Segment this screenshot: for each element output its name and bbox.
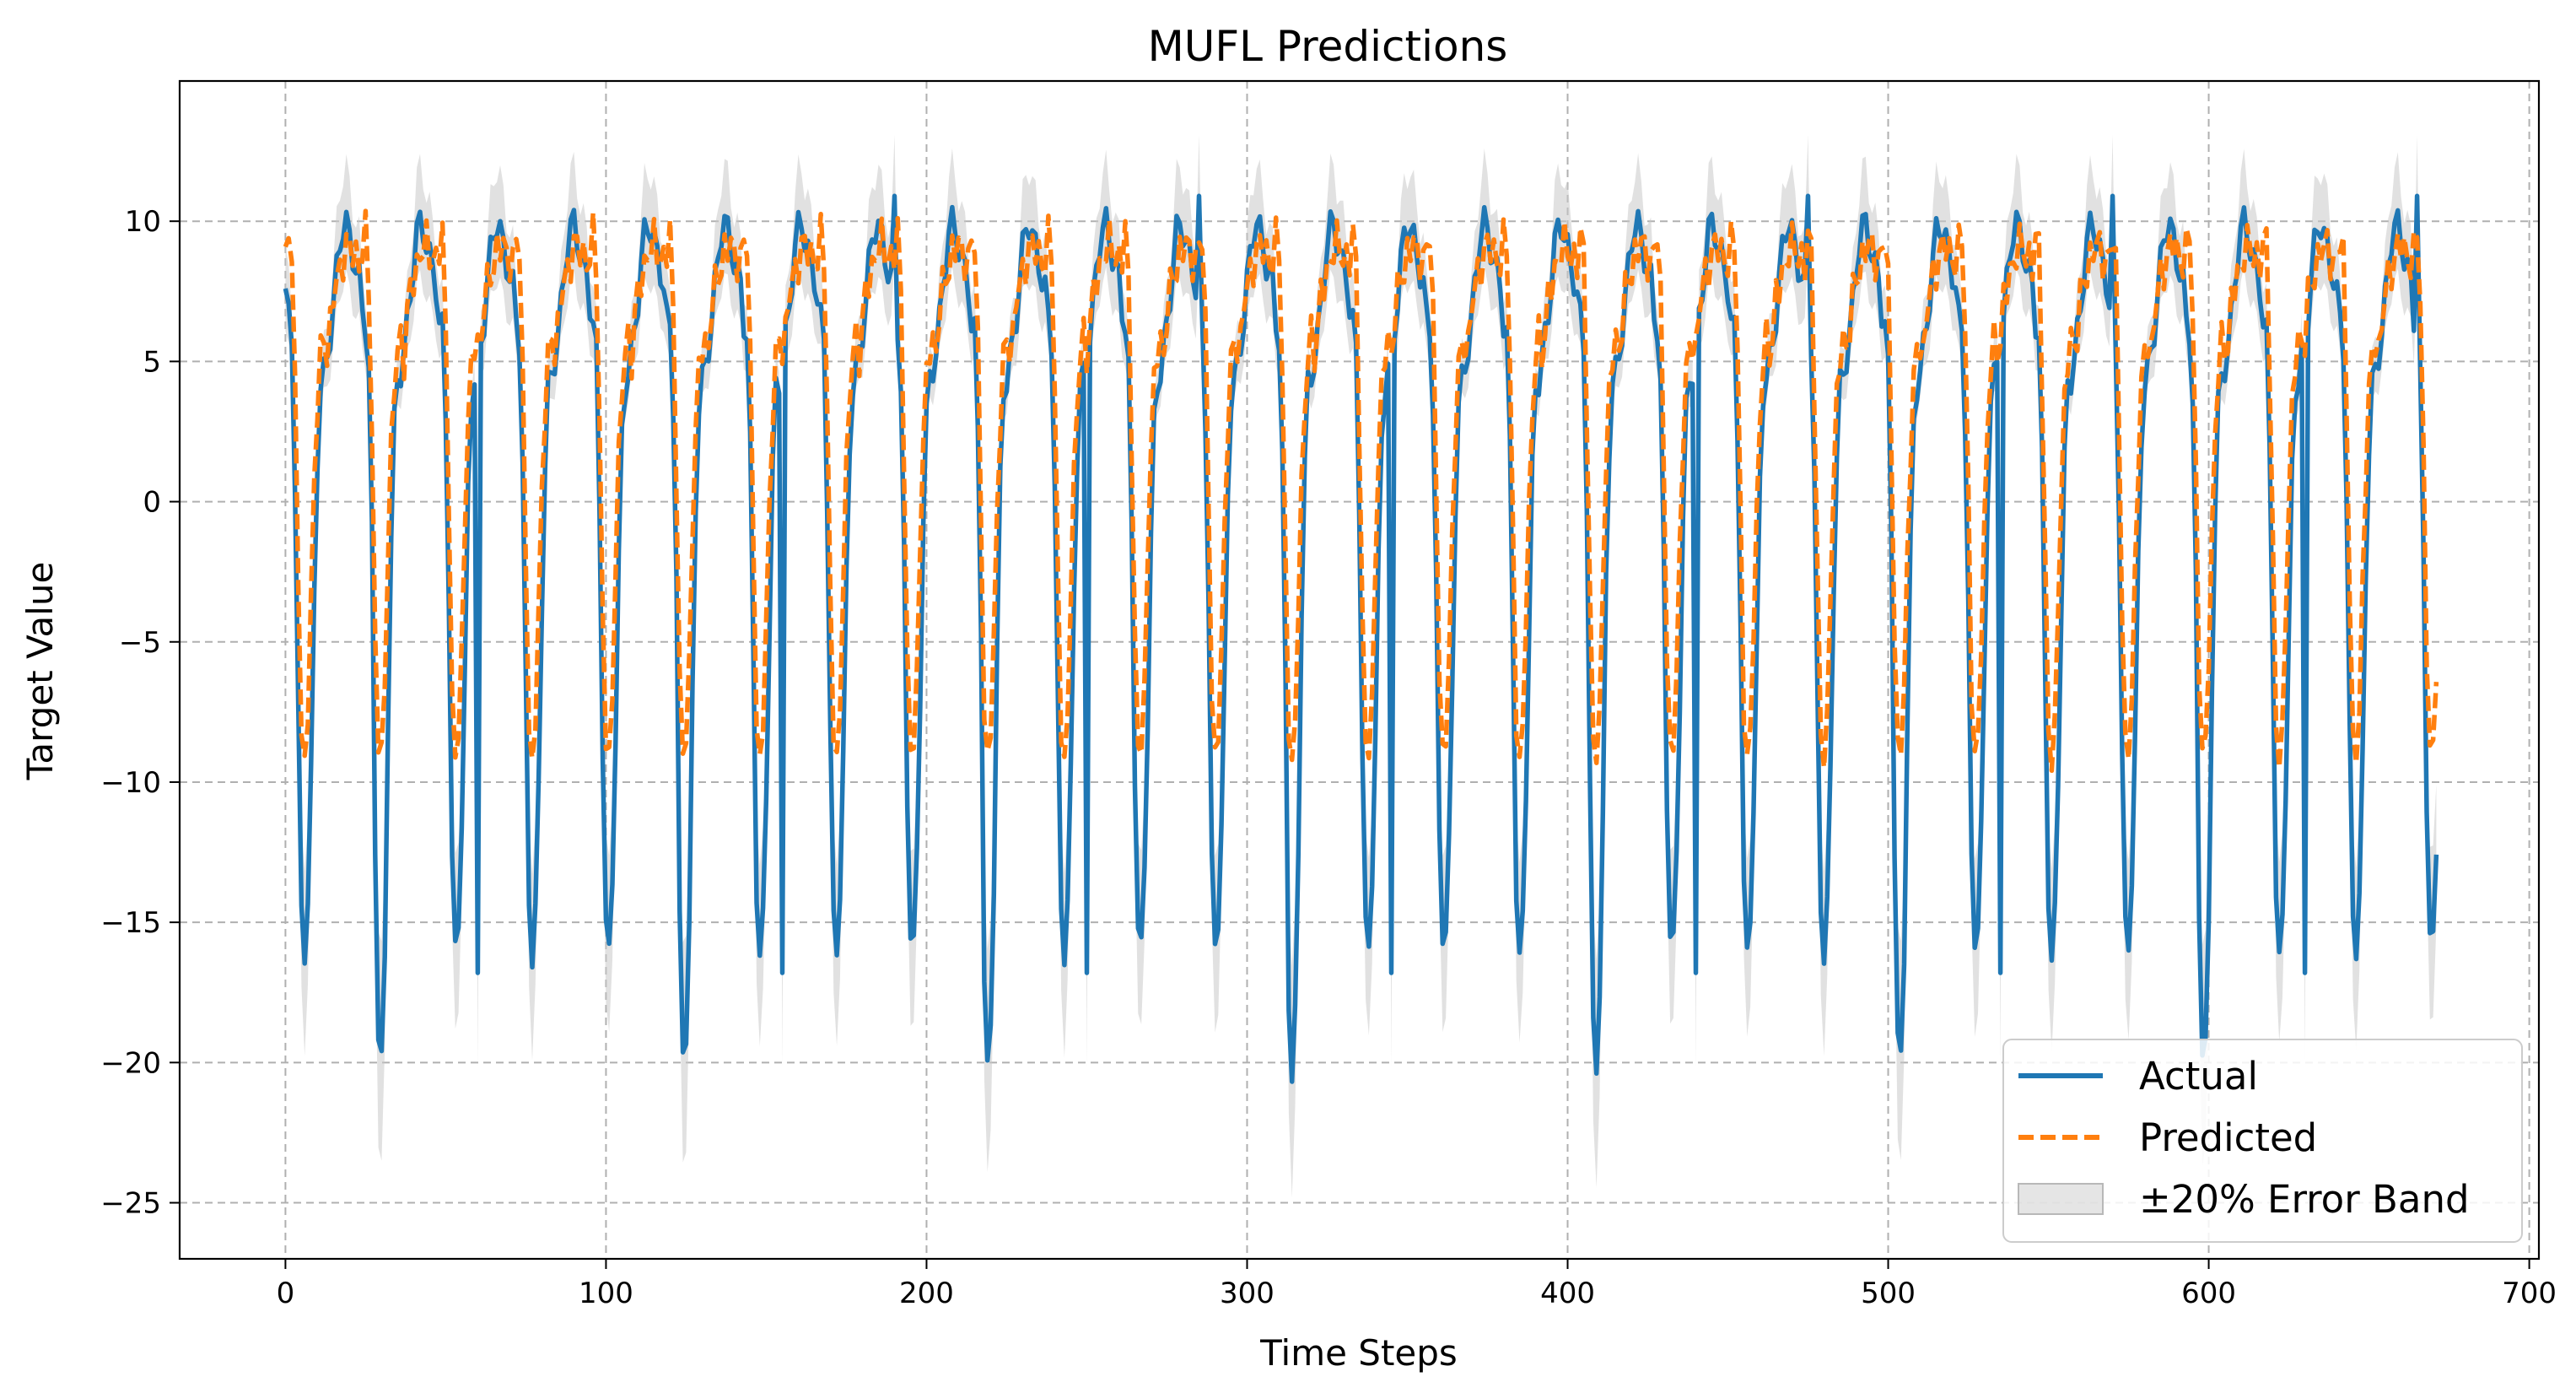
actual-line [283, 193, 2439, 1084]
x-tick-label: 200 [899, 1277, 954, 1310]
x-tick-label: 500 [1861, 1277, 1916, 1310]
y-axis-label: Target Value [19, 562, 61, 781]
predicted-series-layer [283, 208, 2439, 774]
y-tick-label: 0 [143, 486, 161, 520]
x-axis-ticks: 0 100 200 300 400 500 600 700 [277, 1259, 2557, 1310]
x-tick-label: 700 [2502, 1277, 2557, 1310]
y-tick-label: −25 [100, 1187, 161, 1221]
x-tick-label: 100 [579, 1277, 633, 1310]
legend-actual-label: Actual [2139, 1054, 2258, 1099]
y-tick-label: 5 [143, 345, 161, 379]
x-tick-label: 300 [1220, 1277, 1275, 1310]
x-axis-label: Time Steps [1259, 1332, 1458, 1374]
error-band [285, 134, 2437, 1198]
actual-series-layer [283, 193, 2439, 1084]
x-tick-label: 0 [277, 1277, 295, 1310]
legend-predicted-label: Predicted [2139, 1115, 2317, 1160]
chart-title: MUFL Predictions [1148, 22, 1508, 71]
y-tick-label: −5 [119, 626, 161, 660]
legend: Actual Predicted ±20% Error Band [2002, 1039, 2523, 1243]
plot-frame [178, 79, 2541, 1261]
x-tick-label: 600 [2181, 1277, 2236, 1310]
y-tick-label: −20 [100, 1046, 161, 1080]
predicted-line [283, 208, 2439, 774]
y-tick-label: 10 [125, 205, 161, 239]
legend-band-label: ±20% Error Band [2139, 1177, 2470, 1222]
legend-band-swatch [2018, 1183, 2104, 1215]
error-band-layer [285, 134, 2437, 1198]
y-axis-ticks: 10 5 0 −5 −10 −15 −20 −25 [100, 205, 180, 1221]
x-tick-label: 400 [1540, 1277, 1595, 1310]
legend-box [2002, 1039, 2523, 1243]
y-tick-label: −10 [100, 766, 161, 800]
y-tick-label: −15 [100, 906, 161, 940]
